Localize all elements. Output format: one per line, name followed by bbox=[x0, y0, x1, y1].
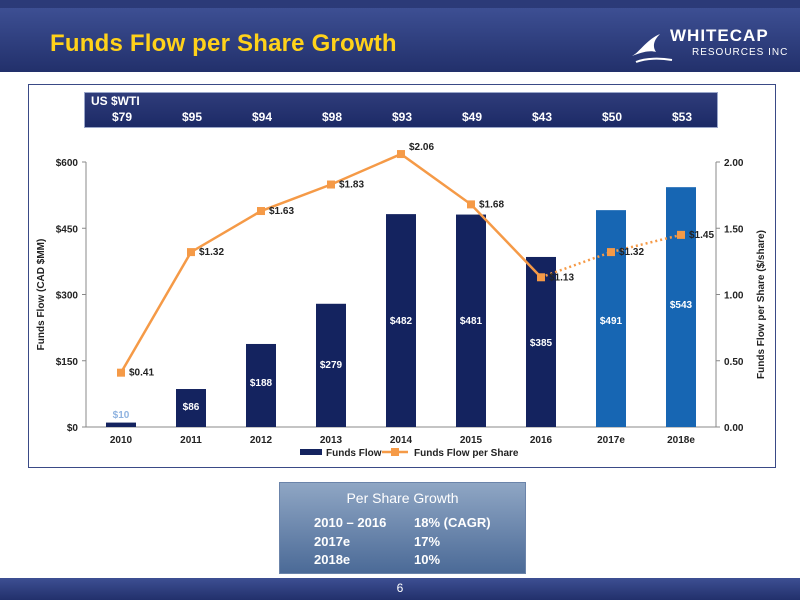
wti-price-value: $79 bbox=[111, 110, 133, 124]
wti-price-value: $50 bbox=[601, 110, 623, 124]
y2-tick-label: 1.00 bbox=[724, 291, 744, 302]
per-share-point bbox=[677, 230, 685, 239]
data-labels: $10 $86 $188 $279 $482 $481 $385 $491 $543 $0.41 $… bbox=[113, 142, 715, 421]
per-share-point bbox=[467, 200, 475, 209]
legend-label-funds-flow: Funds Flow bbox=[326, 448, 382, 459]
y-tick-label: $0 bbox=[67, 423, 79, 434]
x-tick-label: 2010 bbox=[110, 435, 133, 446]
funds-flow-bar bbox=[666, 187, 696, 427]
per-share-value-label: $1.32 bbox=[619, 247, 644, 258]
x-tick-label: 2012 bbox=[250, 435, 273, 446]
chart-legend: Funds Flow Funds Flow per Share bbox=[300, 448, 519, 459]
per-share-point bbox=[607, 248, 615, 257]
per-share-point bbox=[257, 207, 265, 216]
per-share-growth-box: Per Share Growth 2010 – 2016 18% (CAGR) … bbox=[279, 482, 526, 574]
x-tick-label: 2017e bbox=[597, 435, 625, 446]
funds-flow-bar bbox=[456, 214, 486, 427]
per-share-point bbox=[117, 368, 125, 377]
x-tick-label: 2016 bbox=[530, 435, 553, 446]
x-tick-label: 2015 bbox=[460, 435, 483, 446]
wave-logo-icon bbox=[632, 34, 673, 63]
company-logo: WHITECAP RESOURCES INC bbox=[630, 24, 790, 68]
x-tick-label: 2014 bbox=[390, 435, 413, 446]
growth-box-title: Per Share Growth bbox=[346, 490, 459, 506]
growth-period: 2017e bbox=[314, 534, 351, 549]
y-tick-label: $600 bbox=[56, 158, 79, 169]
legend-swatch-marker bbox=[391, 448, 399, 456]
per-share-value-label: $2.06 bbox=[409, 142, 434, 153]
wti-label: US $WTI bbox=[91, 94, 140, 108]
per-share-point bbox=[397, 150, 405, 159]
y-axis-label: Funds Flow (CAD $MM) bbox=[36, 239, 47, 351]
funds-flow-bar bbox=[526, 256, 556, 427]
y2-tick-label: 0.00 bbox=[724, 423, 744, 434]
growth-value: 18% (CAGR) bbox=[414, 515, 491, 530]
wti-price-banner: US $WTI $79 $95 $94 $98 $93 $49 $43 $50 $53 bbox=[84, 92, 718, 128]
y-tick-label: $300 bbox=[56, 291, 79, 302]
y2-tick-label: 1.50 bbox=[724, 224, 744, 235]
funds-flow-bar bbox=[246, 343, 276, 427]
y2-tick-label: 2.00 bbox=[724, 158, 744, 169]
funds-flow-value-label: $385 bbox=[530, 338, 553, 349]
per-share-value-label: $1.63 bbox=[269, 206, 294, 217]
wti-price-value: $98 bbox=[321, 110, 343, 124]
per-share-point bbox=[187, 248, 195, 257]
per-share-value-label: $1.68 bbox=[479, 199, 504, 210]
growth-value: 10% bbox=[414, 552, 441, 567]
y-tick-label: $450 bbox=[56, 224, 79, 235]
page-number: 6 bbox=[396, 581, 404, 595]
funds-flow-bar bbox=[106, 422, 136, 427]
per-share-value-label: $0.41 bbox=[129, 368, 154, 379]
funds-flow-bar bbox=[386, 214, 416, 427]
per-share-value-label: $1.32 bbox=[199, 247, 224, 258]
per-share-line bbox=[117, 150, 685, 377]
legend-swatch-funds-flow bbox=[300, 449, 322, 455]
funds-flow-value-label: $10 bbox=[113, 410, 130, 421]
logo-wordmark: WHITECAP bbox=[670, 26, 769, 45]
slide-footer: 6 bbox=[0, 578, 800, 600]
growth-period: 2010 – 2016 bbox=[314, 515, 387, 530]
y2-axis-label: Funds Flow per Share ($/share) bbox=[756, 230, 767, 379]
funds-flow-value-label: $543 bbox=[670, 300, 693, 311]
per-share-point bbox=[537, 273, 545, 282]
wti-price-value: $94 bbox=[251, 110, 273, 124]
x-tick-label: 2013 bbox=[320, 435, 343, 446]
legend-label-per-share: Funds Flow per Share bbox=[414, 448, 519, 459]
funds-flow-bars bbox=[106, 187, 696, 427]
per-share-value-label: $1.13 bbox=[549, 272, 574, 283]
x-tick-label: 2011 bbox=[180, 435, 202, 446]
logo-subtitle: RESOURCES INC bbox=[692, 47, 789, 58]
slide-title: Funds Flow per Share Growth bbox=[50, 30, 397, 57]
funds-flow-value-label: $188 bbox=[250, 378, 273, 389]
wti-price-value: $43 bbox=[531, 110, 553, 124]
funds-flow-value-label: $86 bbox=[183, 402, 200, 413]
per-share-point bbox=[327, 180, 335, 189]
funds-flow-bar bbox=[596, 210, 626, 427]
wti-price-value: $95 bbox=[181, 110, 203, 124]
y2-tick-label: 0.50 bbox=[724, 357, 744, 368]
x-tick-label: 2018e bbox=[667, 435, 695, 446]
growth-value: 17% bbox=[414, 534, 441, 549]
funds-flow-bar bbox=[316, 303, 346, 427]
funds-flow-value-label: $491 bbox=[600, 316, 623, 327]
wti-price-value: $53 bbox=[671, 110, 693, 124]
top-accent-bar bbox=[0, 0, 800, 8]
wti-price-value: $49 bbox=[461, 110, 483, 124]
per-share-value-label: $1.83 bbox=[339, 180, 364, 191]
funds-flow-value-label: $481 bbox=[460, 316, 483, 327]
funds-flow-bar bbox=[176, 389, 206, 427]
wti-price-value: $93 bbox=[391, 110, 413, 124]
growth-period: 2018e bbox=[314, 552, 351, 567]
slide-header: Funds Flow per Share Growth WHITECAP RES… bbox=[0, 8, 800, 72]
y-tick-label: $150 bbox=[56, 357, 79, 368]
per-share-value-label: $1.45 bbox=[689, 230, 714, 241]
funds-flow-value-label: $482 bbox=[390, 316, 413, 327]
funds-flow-value-label: $279 bbox=[320, 360, 343, 371]
